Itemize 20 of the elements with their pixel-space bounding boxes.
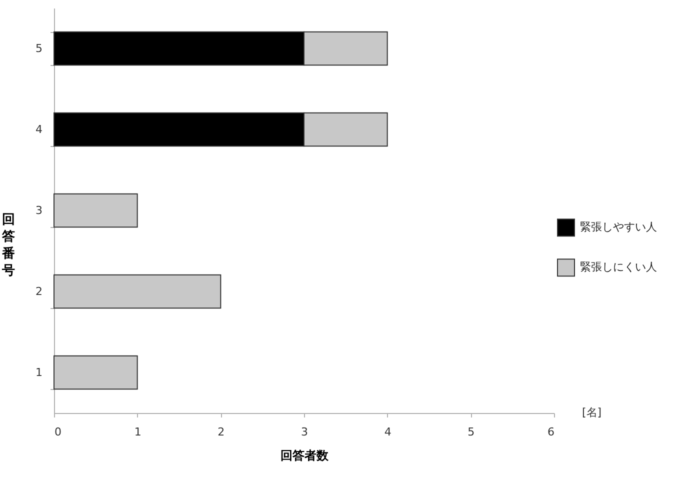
x-tick-label: 3	[301, 426, 308, 438]
x-axis-title: 回答者数	[280, 448, 330, 462]
y-tick-label: 5	[36, 42, 42, 55]
y-tick-label: 4	[36, 123, 42, 136]
y-axis-title: 回答番号	[1, 212, 15, 278]
text: [名]	[582, 406, 602, 419]
x-tick-label: 1	[134, 426, 142, 438]
x-tick-label: 4	[384, 426, 392, 438]
x-tick-label: 6	[548, 426, 554, 438]
x-tick-label: 5	[468, 426, 475, 438]
legend-label: 緊張しやすい人	[580, 220, 657, 234]
y-tick-label: 2	[36, 285, 42, 298]
bar	[54, 355, 138, 390]
legend-label: 緊張しにくい人	[580, 260, 657, 274]
x-tick-label: 2	[218, 426, 225, 438]
y-tick-label: 3	[36, 204, 42, 217]
bar	[54, 193, 138, 228]
x-tick-label: 0	[54, 426, 62, 438]
y-tick-label: 1	[36, 366, 42, 379]
bar	[54, 274, 222, 309]
